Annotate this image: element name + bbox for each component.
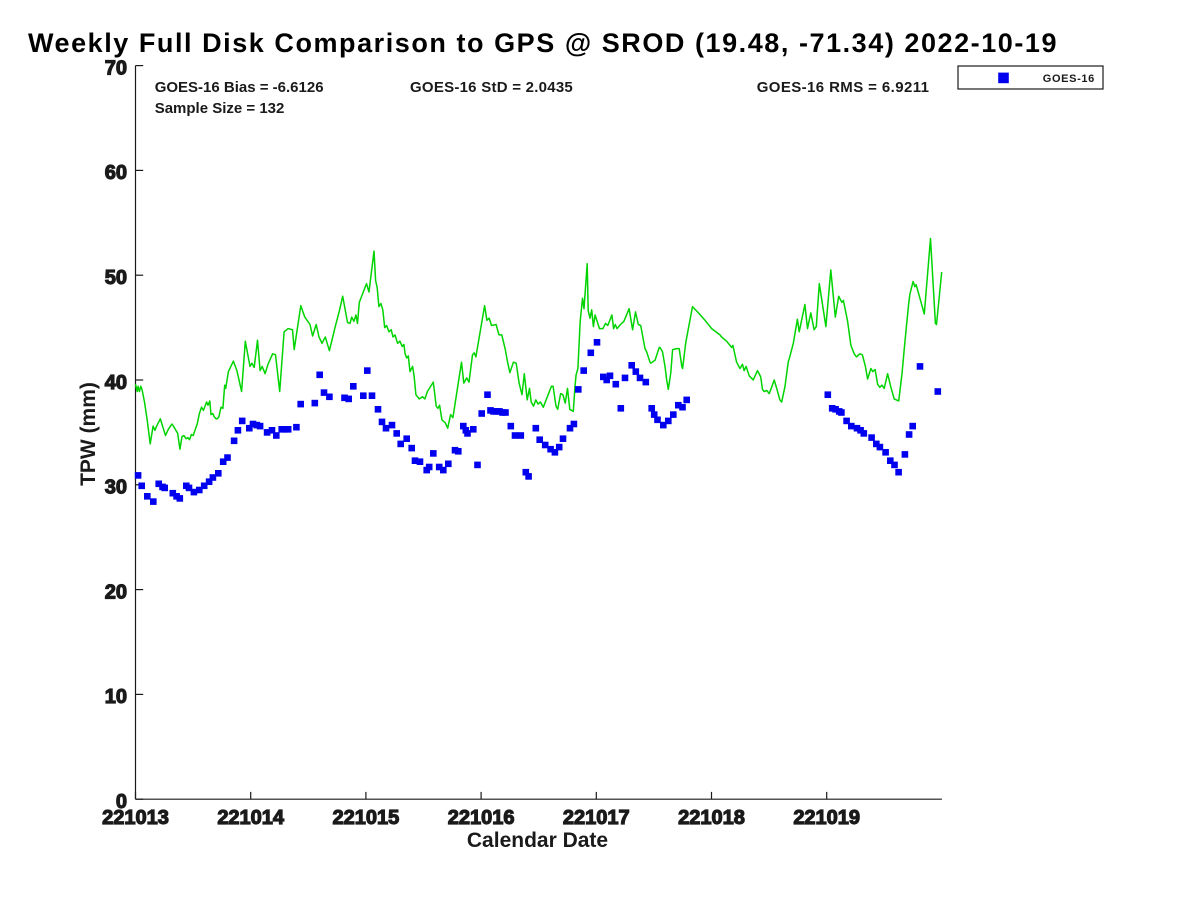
svg-text:GOES-16 RMS = 6.9211: GOES-16 RMS = 6.9211	[757, 79, 930, 96]
svg-text:GOES-16: GOES-16	[1043, 73, 1095, 85]
svg-text:60: 60	[105, 162, 127, 184]
svg-text:221019: 221019	[793, 807, 860, 829]
svg-text:TPW (mm): TPW (mm)	[77, 382, 100, 486]
svg-text:30: 30	[105, 477, 127, 499]
svg-text:Weekly Full Disk Comparison to: Weekly Full Disk Comparison to GPS @ SRO…	[28, 28, 1058, 58]
svg-text:221017: 221017	[563, 807, 630, 829]
svg-text:40: 40	[105, 372, 127, 394]
svg-text:221013: 221013	[102, 807, 169, 829]
svg-text:70: 70	[105, 57, 127, 79]
svg-text:221016: 221016	[448, 807, 515, 829]
svg-text:50: 50	[105, 267, 127, 289]
svg-text:221014: 221014	[217, 807, 285, 829]
svg-text:221018: 221018	[678, 807, 745, 829]
svg-text:GOES-16 Bias = -6.6126: GOES-16 Bias = -6.6126	[155, 79, 324, 96]
svg-text:10: 10	[105, 686, 127, 708]
svg-text:Calendar Date: Calendar Date	[467, 829, 608, 852]
svg-text:GOES-16 StD = 2.0435: GOES-16 StD = 2.0435	[410, 79, 573, 96]
svg-text:20: 20	[105, 581, 127, 603]
svg-text:0: 0	[116, 791, 127, 813]
svg-text:221015: 221015	[333, 807, 400, 829]
svg-text:Sample Size = 132: Sample Size = 132	[155, 100, 285, 117]
